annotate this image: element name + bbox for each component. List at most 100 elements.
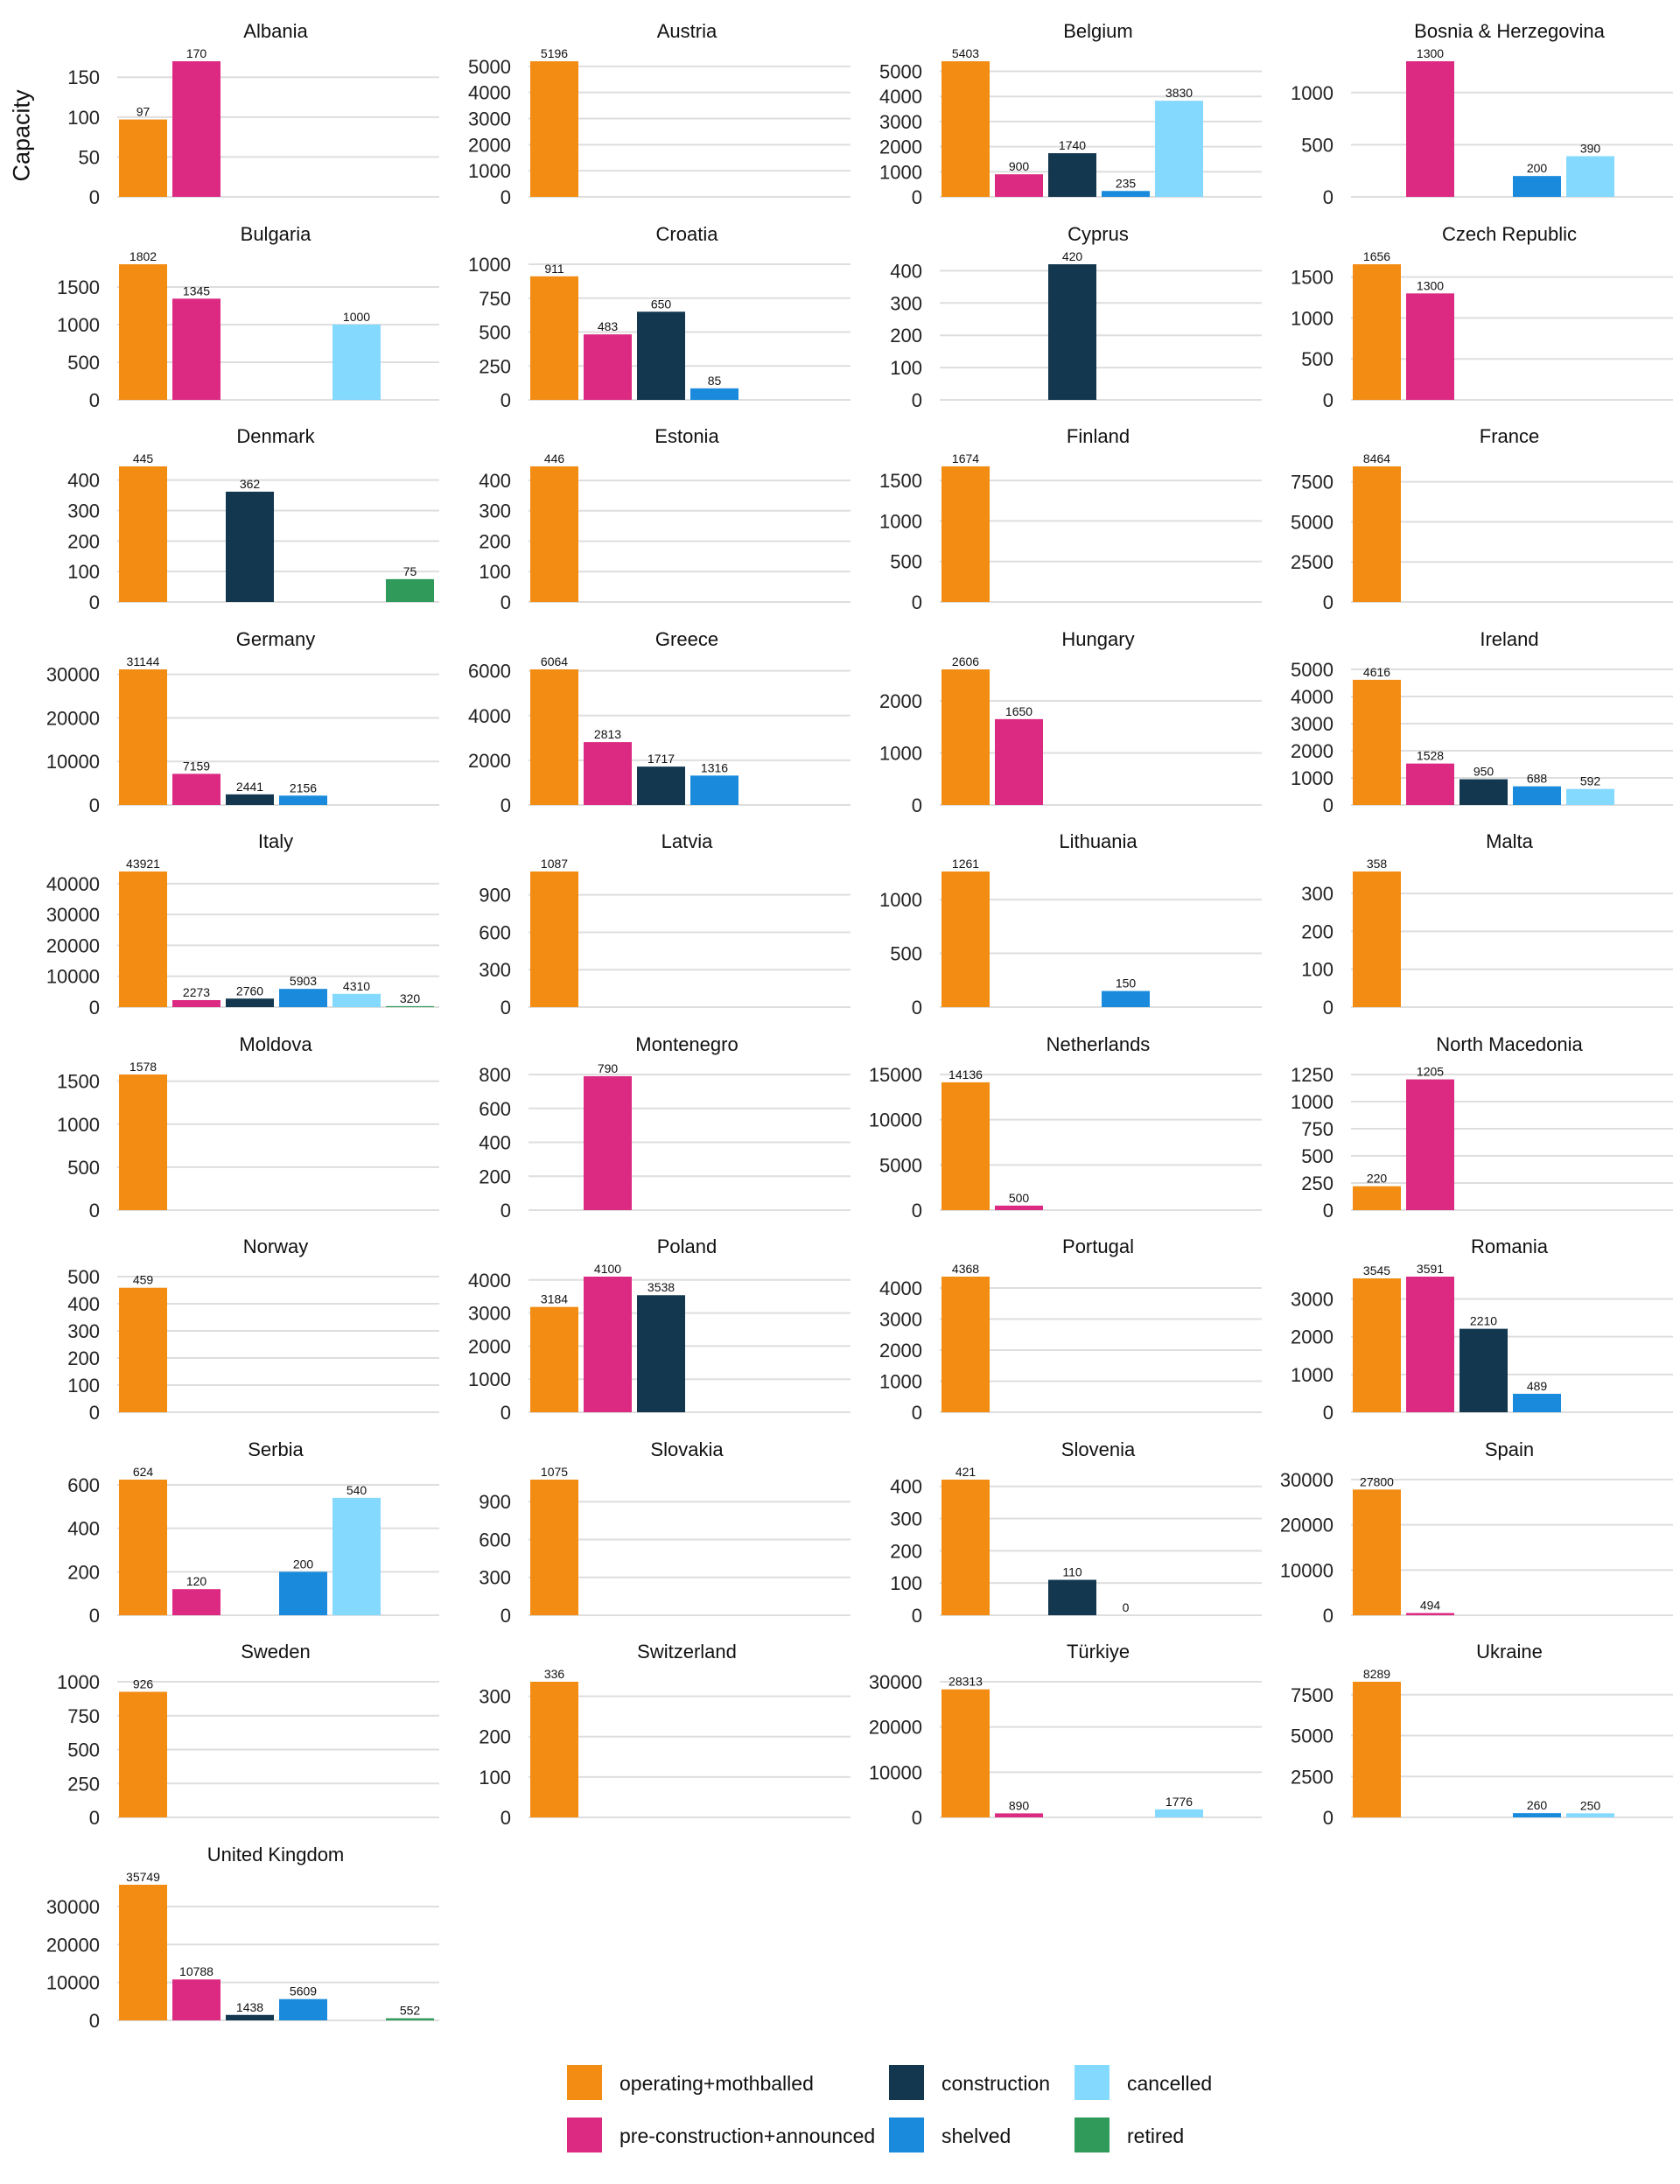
y-tick-label: 4000: [468, 82, 511, 104]
data-label: 170: [186, 46, 207, 60]
panel-chart: Moldova 0 500 1000 1500 1578: [57, 1033, 439, 1222]
panel-chart: Germany 0 10000 20000 30000 31144 7159 2441 2156: [46, 628, 439, 816]
panel-hungary: Hungary 0 1000 2000 2606 1650: [822, 626, 1262, 829]
y-tick-label: 0: [500, 794, 511, 816]
bar-operating-mothballed: [119, 1691, 167, 1817]
bar-pre-construction-announced: [172, 61, 220, 197]
bar-operating-mothballed: [119, 668, 167, 805]
y-tick-label: 600: [67, 1474, 100, 1495]
y-tick-label: 20000: [1280, 1514, 1334, 1536]
y-tick-label: 300: [1301, 883, 1334, 905]
data-label: 950: [1474, 764, 1494, 778]
y-tick-label: 4000: [879, 1278, 922, 1299]
panel-chart: Malta 0 100 200 300 358: [1301, 830, 1673, 1018]
panel-chart: Netherlands 0 5000 10000 15000 14136 500: [869, 1033, 1262, 1222]
data-label: 235: [1116, 176, 1137, 190]
legend-label: pre-construction+announced: [620, 2124, 876, 2147]
legend-label: cancelled: [1127, 2072, 1213, 2095]
data-label: 2273: [183, 985, 210, 999]
panel-title: Croatia: [656, 223, 719, 245]
y-tick-label: 600: [479, 921, 511, 943]
panel-chart: Bulgaria 0 500 1000 1500 1802 1345 1000: [57, 223, 439, 411]
panel-title: Estonia: [654, 425, 719, 447]
data-label: 446: [544, 452, 565, 466]
y-tick-label: 0: [1323, 1605, 1334, 1627]
bar-cancelled: [1566, 1813, 1614, 1817]
y-tick-label: 20000: [46, 707, 100, 729]
bar-operating-mothballed: [119, 1287, 167, 1412]
panel-romania: Romania 0 1000 2000 3000 3545 3591 2210 489: [1234, 1233, 1673, 1436]
panel-moldova: Moldova 0 500 1000 1500 1578: [0, 1031, 439, 1234]
y-tick-label: 0: [500, 1807, 511, 1829]
data-label: 459: [133, 1273, 154, 1287]
y-tick-label: 500: [890, 551, 922, 573]
data-label: 5609: [290, 1984, 317, 1998]
data-label: 1000: [343, 309, 370, 323]
bar-operating-mothballed: [942, 1082, 990, 1210]
data-label: 4310: [343, 979, 370, 993]
y-tick-label: 200: [479, 530, 511, 552]
data-label: 2813: [594, 727, 621, 741]
data-label: 150: [1116, 976, 1137, 990]
panel-austria: Austria 0 1000 2000 3000 4000 5000 5196: [411, 18, 850, 220]
panel-chart: Slovenia 0 100 200 300 400 421 110 0: [890, 1438, 1262, 1627]
legend: operating+mothballed pre-construction+ann…: [567, 2065, 1212, 2170]
y-tick-label: 200: [67, 1348, 100, 1369]
bar-construction: [1048, 1579, 1096, 1615]
panel-title: Spain: [1485, 1438, 1534, 1460]
panel-title: North Macedonia: [1436, 1033, 1583, 1055]
y-tick-label: 2000: [1291, 740, 1334, 762]
bar-cancelled: [1566, 156, 1614, 197]
y-tick-label: 3000: [468, 108, 511, 130]
panel-switzerland: Switzerland 0 100 200 300 336: [411, 1638, 850, 1841]
panel-title: Montenegro: [635, 1033, 738, 1055]
data-label: 1740: [1059, 138, 1086, 152]
y-tick-label: 0: [89, 2010, 100, 2032]
panel-title: Serbia: [248, 1438, 304, 1460]
y-tick-label: 5000: [468, 56, 511, 78]
panel-title: Italy: [258, 830, 293, 852]
data-label: 540: [346, 1482, 368, 1496]
y-tick-label: 500: [1301, 134, 1334, 156]
panel-chart: Estonia 0 100 200 300 400 446: [479, 425, 850, 613]
y-tick-label: 4000: [1291, 686, 1334, 708]
panel-title: Moldova: [239, 1033, 312, 1055]
bar-operating-mothballed: [119, 466, 167, 602]
panel-chart: Italy 0 10000 20000 30000 40000 43921 2273 2760 5…: [46, 830, 439, 1018]
data-label: 592: [1580, 774, 1601, 788]
y-tick-label: 1000: [468, 1368, 511, 1390]
y-tick-label: 100: [67, 1375, 100, 1396]
y-tick-label: 1500: [879, 470, 922, 492]
panel-title: Austria: [657, 20, 718, 42]
y-tick-label: 300: [890, 1508, 922, 1530]
panel-chart: Ukraine 0 2500 5000 7500 8289 260 250: [1291, 1641, 1673, 1829]
y-tick-label: 2000: [468, 1335, 511, 1357]
panel-ireland: Ireland 0 1000 2000 3000 4000 5000 4616 1528 950 6…: [1234, 626, 1673, 829]
panel-chart: Montenegro 0 200 400 600 800 790: [479, 1033, 850, 1222]
panel-title: Greece: [655, 628, 718, 650]
y-tick-label: 5000: [879, 1154, 922, 1176]
y-tick-label: 3000: [1291, 1289, 1334, 1311]
y-tick-label: 400: [890, 260, 922, 282]
data-label: 1300: [1417, 46, 1444, 60]
y-tick-label: 20000: [869, 1717, 922, 1739]
panel-turkiye: Türkiye 0 10000 20000 30000 28313 890 1776: [822, 1638, 1262, 1841]
bar-pre-construction-announced: [1406, 1079, 1454, 1210]
y-tick-label: 1500: [1291, 266, 1334, 288]
y-tick-label: 800: [479, 1064, 511, 1086]
data-label: 200: [293, 1557, 314, 1571]
y-tick-label: 2000: [468, 749, 511, 771]
y-tick-label: 200: [479, 1166, 511, 1187]
bar-construction: [637, 766, 685, 805]
y-tick-label: 0: [89, 592, 100, 613]
data-label: 2441: [236, 779, 263, 793]
data-label: 10788: [179, 1964, 214, 1978]
panel-chart: Belgium 0 1000 2000 3000 4000 5000 5403 900 1740 2…: [879, 20, 1262, 208]
legend-swatch: [1074, 2118, 1110, 2152]
data-label: 2606: [952, 654, 979, 668]
panel-title: Finland: [1067, 425, 1130, 447]
panel-latvia: Latvia 0 300 600 900 1087: [411, 828, 850, 1031]
data-label: 43921: [126, 857, 160, 871]
panel-title: Romania: [1471, 1236, 1549, 1257]
y-tick-label: 250: [1301, 1172, 1334, 1194]
